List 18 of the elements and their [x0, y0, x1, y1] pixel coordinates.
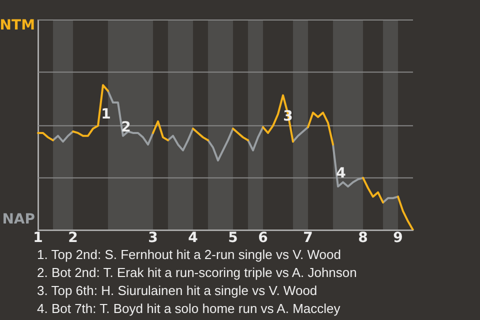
x-tick-label: 5 [228, 230, 238, 246]
x-tick-label: 3 [148, 230, 158, 246]
text: 4. Bot 7th: T. Boyd hit a solo home run vs A. Maccley [37, 300, 342, 318]
annotation: 2 [121, 120, 131, 136]
x-tick-label: 7 [303, 230, 313, 246]
x-tick-label: 2 [68, 230, 78, 246]
text: 3. Top 6th: H. Siurulainen hit a single vs V. Wood [37, 282, 318, 300]
x-tick-label: 8 [358, 230, 368, 246]
text: 2. Bot 2nd: T. Erak hit a run-scoring triple vs A. Johnson [37, 264, 358, 282]
text: 1. Top 2nd: S. Fernhout hit a 2-run single vs V. Wood [37, 246, 342, 264]
text: NAP [2, 212, 35, 228]
x-tick-label: 6 [258, 230, 268, 246]
x-tick-label: 1 [33, 230, 43, 246]
annotation: 1 [101, 106, 111, 123]
annotation: 4 [336, 166, 346, 182]
text: NTM [0, 18, 35, 34]
x-tick-label: 4 [188, 230, 198, 246]
x-tick-label: 9 [393, 230, 403, 246]
